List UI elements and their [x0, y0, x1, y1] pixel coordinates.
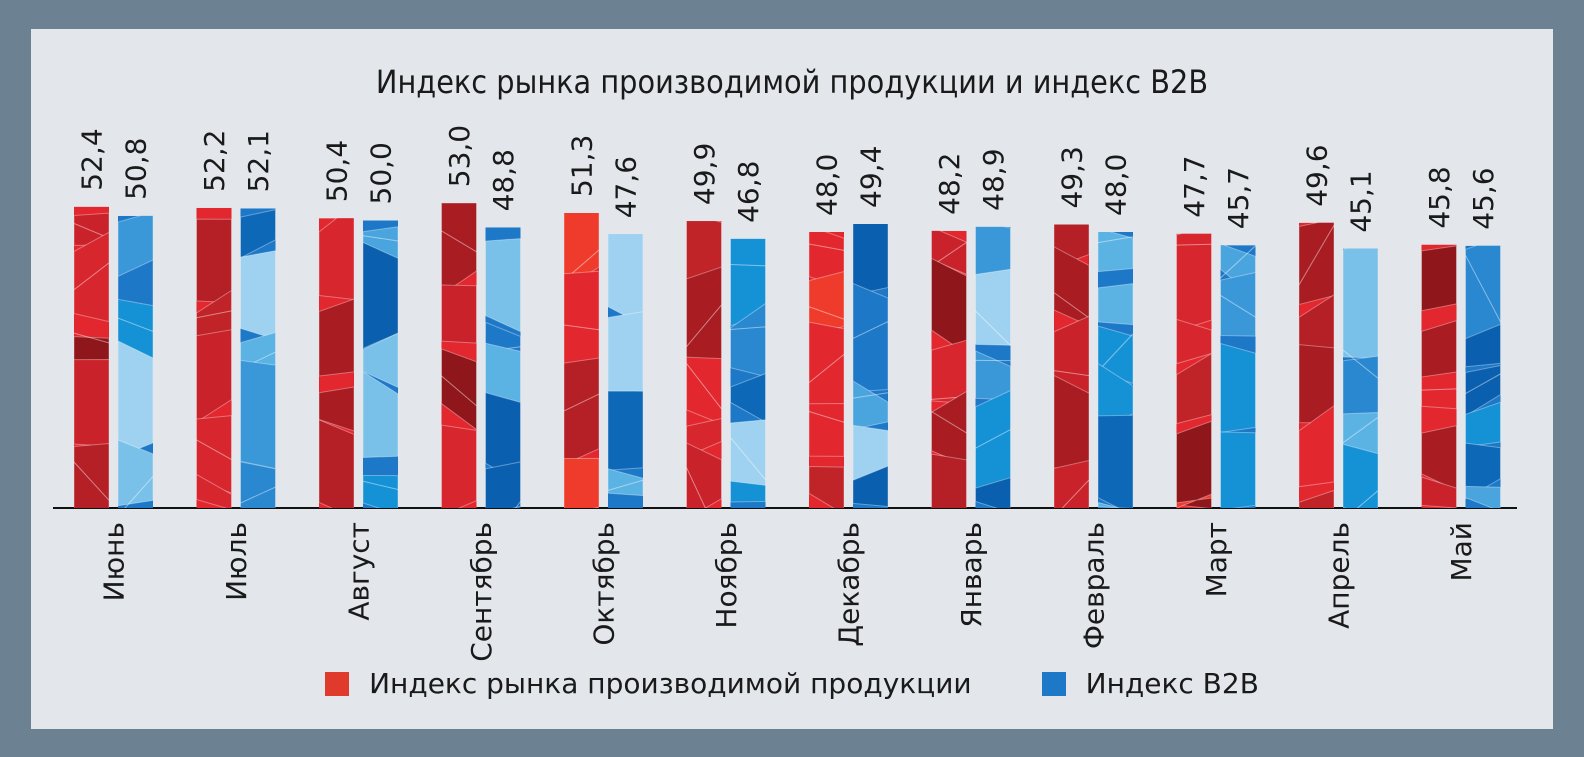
legend-swatch-b2b — [1041, 671, 1066, 696]
legend: Индекс рынка производимой продукции Инде… — [31, 667, 1553, 700]
bar-b2b-6 — [730, 238, 766, 508]
bar-market-4 — [441, 203, 477, 508]
value-label-b2b-6: 46,8 — [732, 161, 765, 223]
legend-label-b2b: Индекс B2B — [1085, 667, 1259, 700]
value-label-b2b-1: 50,8 — [120, 138, 153, 200]
value-label-b2b-3: 50,0 — [365, 142, 398, 204]
bar-market-5 — [564, 213, 599, 508]
bar-b2b-10 — [1220, 245, 1256, 508]
value-label-b2b-7: 49,4 — [855, 146, 888, 208]
bar-b2b-11 — [1343, 248, 1378, 509]
value-label-b2b-4: 48,8 — [487, 149, 520, 211]
bar-market-11 — [1299, 222, 1334, 509]
chart-title: Индекс рынка производимой продукции и ин… — [375, 63, 1209, 101]
value-label-b2b-12: 45,6 — [1467, 167, 1500, 229]
value-label-market-4: 53,0 — [443, 125, 476, 187]
bar-market-7 — [809, 232, 844, 508]
x-tick-label-1: Июнь — [98, 522, 131, 601]
x-tick-label-7: Декабрь — [833, 522, 866, 647]
value-label-b2b-2: 52,1 — [242, 130, 275, 192]
bar-b2b-3 — [363, 220, 398, 508]
x-tick-label-4: Сентябрь — [465, 522, 498, 662]
x-tick-label-12: Май — [1445, 522, 1478, 582]
bar-b2b-2 — [240, 208, 276, 509]
bar-b2b-12 — [1465, 245, 1501, 509]
x-tick-label-8: Январь — [955, 522, 988, 628]
value-label-b2b-9: 48,0 — [1100, 154, 1133, 216]
value-label-market-2: 52,2 — [198, 130, 231, 192]
bar-market-9 — [1054, 224, 1089, 508]
value-label-market-6: 49,9 — [688, 143, 721, 205]
x-tick-label-11: Апрель — [1323, 522, 1356, 629]
bar-b2b-5 — [608, 234, 643, 509]
x-tick-label-3: Август — [343, 522, 376, 621]
value-label-market-5: 51,3 — [566, 135, 599, 197]
value-label-market-7: 48,0 — [811, 154, 844, 216]
value-label-market-12: 45,8 — [1423, 166, 1456, 228]
legend-label-market: Индекс рынка производимой продукции — [369, 667, 972, 700]
value-label-b2b-5: 47,6 — [610, 156, 643, 218]
legend-item-b2b: Индекс B2B — [1041, 667, 1259, 700]
value-label-b2b-11: 45,1 — [1345, 170, 1378, 232]
legend-item-market: Индекс рынка производимой продукции — [325, 667, 972, 700]
bar-b2b-8 — [975, 226, 1011, 508]
value-label-market-9: 49,3 — [1056, 146, 1089, 208]
value-label-market-8: 48,2 — [933, 153, 966, 215]
bar-market-3 — [319, 218, 354, 508]
legend-swatch-market — [325, 671, 350, 696]
bar-b2b-7 — [853, 223, 888, 508]
bar-b2b-4 — [485, 227, 521, 508]
value-label-market-11: 49,6 — [1301, 144, 1334, 206]
bar-market-6 — [686, 221, 722, 508]
x-tick-label-5: Октябрь — [588, 522, 621, 646]
bar-market-1 — [74, 206, 109, 508]
value-label-b2b-8: 48,9 — [977, 148, 1010, 210]
bar-market-8 — [931, 230, 967, 508]
x-tick-label-2: Июль — [220, 522, 253, 601]
value-label-market-10: 47,7 — [1178, 155, 1211, 217]
bar-market-12 — [1421, 244, 1457, 508]
value-label-market-1: 52,4 — [76, 128, 109, 190]
bar-b2b-1 — [118, 215, 153, 508]
chart-panel: Индекс рынка производимой продукции и ин… — [31, 29, 1553, 729]
bar-market-10 — [1176, 233, 1212, 508]
bar-b2b-9 — [1098, 232, 1133, 508]
bar-market-2 — [196, 207, 232, 508]
value-label-market-3: 50,4 — [321, 140, 354, 202]
bar-chart: 52,4 50,8 Июнь 52,2 52,1 Июль 50,4 50,0 Август 53… — [53, 125, 1517, 662]
x-tick-label-6: Ноябрь — [710, 522, 743, 629]
x-tick-label-10: Март — [1200, 522, 1233, 597]
x-tick-label-9: Февраль — [1078, 522, 1111, 649]
value-label-b2b-10: 45,7 — [1222, 167, 1255, 229]
